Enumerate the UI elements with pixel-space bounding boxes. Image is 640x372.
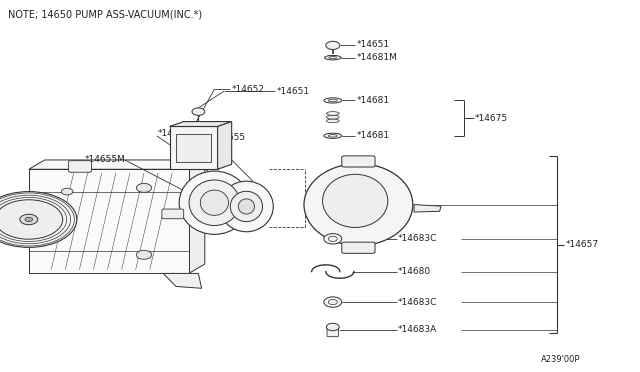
Polygon shape [29, 169, 189, 273]
Text: *14683C: *14683C [398, 234, 438, 243]
Text: *14655: *14655 [212, 133, 246, 142]
Circle shape [326, 323, 339, 331]
Text: NOTE; 14650 PUMP ASS-VACUUM(INC.*): NOTE; 14650 PUMP ASS-VACUUM(INC.*) [8, 9, 202, 19]
FancyBboxPatch shape [68, 161, 92, 172]
Polygon shape [163, 273, 202, 288]
Ellipse shape [329, 57, 337, 59]
Text: *14675: *14675 [475, 113, 508, 123]
FancyBboxPatch shape [162, 209, 184, 219]
Text: *14681M: *14681M [356, 53, 397, 62]
Ellipse shape [324, 98, 342, 103]
Ellipse shape [326, 115, 339, 119]
Polygon shape [170, 126, 218, 169]
FancyBboxPatch shape [245, 209, 267, 219]
Circle shape [136, 183, 152, 192]
Circle shape [328, 236, 337, 241]
Polygon shape [189, 160, 205, 273]
Polygon shape [170, 122, 232, 126]
Text: *14680: *14680 [398, 267, 431, 276]
Circle shape [192, 108, 205, 115]
Circle shape [324, 297, 342, 307]
Circle shape [25, 217, 33, 222]
Ellipse shape [230, 191, 262, 222]
Text: A239'00P: A239'00P [541, 355, 580, 364]
Polygon shape [414, 205, 441, 212]
Ellipse shape [304, 164, 413, 246]
Ellipse shape [200, 190, 228, 215]
FancyBboxPatch shape [342, 242, 375, 253]
Text: *14657: *14657 [566, 240, 599, 249]
Circle shape [0, 192, 77, 247]
Ellipse shape [323, 174, 388, 227]
Polygon shape [176, 134, 211, 162]
Circle shape [328, 299, 337, 305]
Polygon shape [218, 122, 232, 169]
Ellipse shape [324, 55, 341, 60]
Text: *14660: *14660 [158, 129, 191, 138]
Text: *14652: *14652 [232, 85, 265, 94]
Ellipse shape [328, 99, 337, 102]
Ellipse shape [220, 181, 273, 232]
Ellipse shape [179, 171, 250, 234]
Ellipse shape [326, 119, 339, 123]
Text: *14651: *14651 [356, 40, 390, 49]
Polygon shape [29, 160, 205, 169]
Text: *14681: *14681 [356, 96, 390, 105]
Ellipse shape [324, 133, 342, 138]
Text: *14683A: *14683A [398, 326, 437, 334]
Ellipse shape [189, 180, 240, 225]
Circle shape [326, 41, 340, 49]
Circle shape [0, 200, 63, 239]
Text: *14683C: *14683C [398, 298, 438, 307]
Circle shape [20, 214, 38, 225]
Text: *14681: *14681 [356, 131, 390, 140]
Ellipse shape [328, 135, 337, 137]
Circle shape [61, 188, 73, 195]
Text: *14655M: *14655M [84, 155, 125, 164]
FancyBboxPatch shape [327, 326, 339, 337]
FancyBboxPatch shape [342, 156, 375, 167]
Circle shape [324, 234, 342, 244]
Text: *14651: *14651 [276, 87, 310, 96]
Circle shape [136, 250, 152, 259]
Ellipse shape [326, 112, 339, 115]
Ellipse shape [238, 199, 255, 214]
